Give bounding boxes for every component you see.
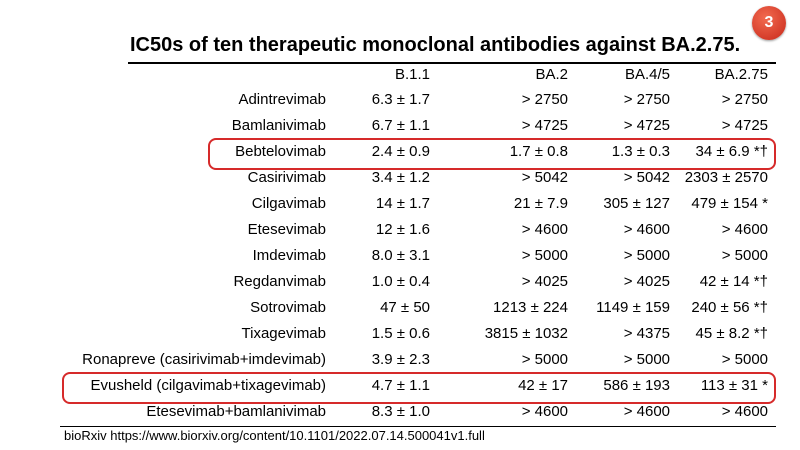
ba45-value: > 4600 <box>623 221 670 238</box>
ba2-value: > 5000 <box>521 351 568 368</box>
table-row: Ronapreve (casirivimab+imdevimab) 3.9 ± 2… <box>0 348 800 374</box>
table-row: Evusheld (cilgavimab+tixagevimab) 4.7 ± 1… <box>0 374 800 400</box>
b11-value: 6.3 ± 1.7 <box>371 91 430 108</box>
ba2-value: 42 ± 17 <box>518 377 568 394</box>
table-row: Sotrovimab 47 ± 50 1213 ± 224 1149 ± 159 240… <box>0 296 800 322</box>
evusheld-highlight-box <box>62 372 776 404</box>
ba2-value: > 4025 <box>521 273 568 290</box>
ba275-value: 45 ± 8.2 *† <box>695 325 768 342</box>
antibody-name: Tixagevimab <box>241 325 326 342</box>
antibody-name: Etesevimab+bamlanivimab <box>146 403 326 420</box>
antibody-name: Cilgavimab <box>251 195 326 212</box>
ba275-value: 479 ± 154 * <box>691 195 768 212</box>
b11-value: 2.4 ± 0.9 <box>371 143 430 160</box>
ba275-value: > 4600 <box>721 221 768 238</box>
antibody-name: Adintrevimab <box>238 91 326 108</box>
header-ba45: BA.4/5 <box>624 66 670 83</box>
slide-number-badge: 3 <box>752 6 786 40</box>
table-row: Adintrevimab 6.3 ± 1.7 > 2750 > 2750 > 2750 <box>0 88 800 114</box>
ba2-value: > 5042 <box>521 169 568 186</box>
b11-value: 8.0 ± 3.1 <box>371 247 430 264</box>
ba2-value: > 4600 <box>521 403 568 420</box>
b11-value: 3.9 ± 2.3 <box>371 351 430 368</box>
ba2-value: > 5000 <box>521 247 568 264</box>
ba45-value: > 5000 <box>623 351 670 368</box>
ba275-value: > 2750 <box>721 91 768 108</box>
ba45-value: > 4725 <box>623 117 670 134</box>
table-row: Bebtelovimab 2.4 ± 0.9 1.7 ± 0.8 1.3 ± 0.3 3… <box>0 140 800 166</box>
ba275-value: > 4725 <box>721 117 768 134</box>
ba275-value: > 5000 <box>721 351 768 368</box>
table-row: Cilgavimab 14 ± 1.7 21 ± 7.9 305 ± 127 479 ±… <box>0 192 800 218</box>
citation: bioRxiv https://www.biorxiv.org/content/… <box>64 428 485 443</box>
ba2-value: 21 ± 7.9 <box>513 195 568 212</box>
ba2-value: 1.7 ± 0.8 <box>509 143 568 160</box>
ba275-value: 2303 ± 2570 <box>684 169 768 186</box>
header-b11: B.1.1 <box>394 66 430 83</box>
b11-value: 47 ± 50 <box>380 299 430 316</box>
b11-value: 8.3 ± 1.0 <box>371 403 430 420</box>
ba45-value: > 4375 <box>623 325 670 342</box>
ba275-value: > 5000 <box>721 247 768 264</box>
ba45-value: > 4600 <box>623 403 670 420</box>
table-row: Etesevimab 12 ± 1.6 > 4600 > 4600 > 4600 <box>0 218 800 244</box>
antibody-name: Etesevimab <box>247 221 326 238</box>
antibody-name: Bebtelovimab <box>235 143 326 160</box>
title-divider <box>128 62 776 64</box>
ba275-value: 113 ± 31 * <box>700 377 768 394</box>
ba275-value: 42 ± 14 *† <box>699 273 768 290</box>
ba45-value: 1.3 ± 0.3 <box>611 143 670 160</box>
bebtelovimab-highlight-box <box>208 138 776 170</box>
antibody-name: Evusheld (cilgavimab+tixagevimab) <box>90 377 326 394</box>
antibody-name: Regdanvimab <box>233 273 326 290</box>
ba45-value: 586 ± 193 <box>603 377 670 394</box>
ba275-value: 240 ± 56 *† <box>691 299 768 316</box>
b11-value: 14 ± 1.7 <box>375 195 430 212</box>
table-title: IC50s of ten therapeutic monoclonal anti… <box>130 34 741 56</box>
antibody-name: Bamlanivimab <box>231 117 326 134</box>
ba45-value: 305 ± 127 <box>603 195 670 212</box>
table-row: Regdanvimab 1.0 ± 0.4 > 4025 > 4025 42 ± 14 … <box>0 270 800 296</box>
ba2-value: > 2750 <box>521 91 568 108</box>
ba45-value: > 5000 <box>623 247 670 264</box>
ba45-value: > 5042 <box>623 169 670 186</box>
b11-value: 1.0 ± 0.4 <box>371 273 430 290</box>
antibody-name: Ronapreve (casirivimab+imdevimab) <box>82 351 326 368</box>
b11-value: 4.7 ± 1.1 <box>371 377 430 394</box>
b11-value: 3.4 ± 1.2 <box>371 169 430 186</box>
b11-value: 12 ± 1.6 <box>375 221 430 238</box>
table-row: Tixagevimab 1.5 ± 0.6 3815 ± 1032 > 4375 45 … <box>0 322 800 348</box>
ba275-value: > 4600 <box>721 403 768 420</box>
ba275-value: 34 ± 6.9 *† <box>695 143 768 160</box>
b11-value: 1.5 ± 0.6 <box>371 325 430 342</box>
table-row: Etesevimab+bamlanivimab 8.3 ± 1.0 > 4600 > … <box>0 400 800 426</box>
ba2-value: > 4725 <box>521 117 568 134</box>
ba45-value: > 2750 <box>623 91 670 108</box>
table-body: Adintrevimab 6.3 ± 1.7 > 2750 > 2750 > 2750 B… <box>0 88 800 426</box>
ba45-value: > 4025 <box>623 273 670 290</box>
table-bottom-rule <box>60 426 776 427</box>
table-row: Imdevimab 8.0 ± 3.1 > 5000 > 5000 > 5000 <box>0 244 800 270</box>
antibody-name: Casirivimab <box>247 169 326 186</box>
header-ba2: BA.2 <box>535 66 568 83</box>
ba45-value: 1149 ± 159 <box>596 299 670 316</box>
ba2-value: 3815 ± 1032 <box>484 325 568 342</box>
table-row: Casirivimab 3.4 ± 1.2 > 5042 > 5042 2303 ± 2… <box>0 166 800 192</box>
header-ba275: BA.2.75 <box>714 66 768 83</box>
table-header-row: B.1.1 BA.2 BA.4/5 BA.2.75 <box>0 66 800 88</box>
antibody-name: Imdevimab <box>252 247 326 264</box>
antibody-name: Sotrovimab <box>250 299 326 316</box>
table-row: Bamlanivimab 6.7 ± 1.1 > 4725 > 4725 > 4725 <box>0 114 800 140</box>
b11-value: 6.7 ± 1.1 <box>371 117 430 134</box>
ba2-value: 1213 ± 224 <box>493 299 568 316</box>
ba2-value: > 4600 <box>521 221 568 238</box>
